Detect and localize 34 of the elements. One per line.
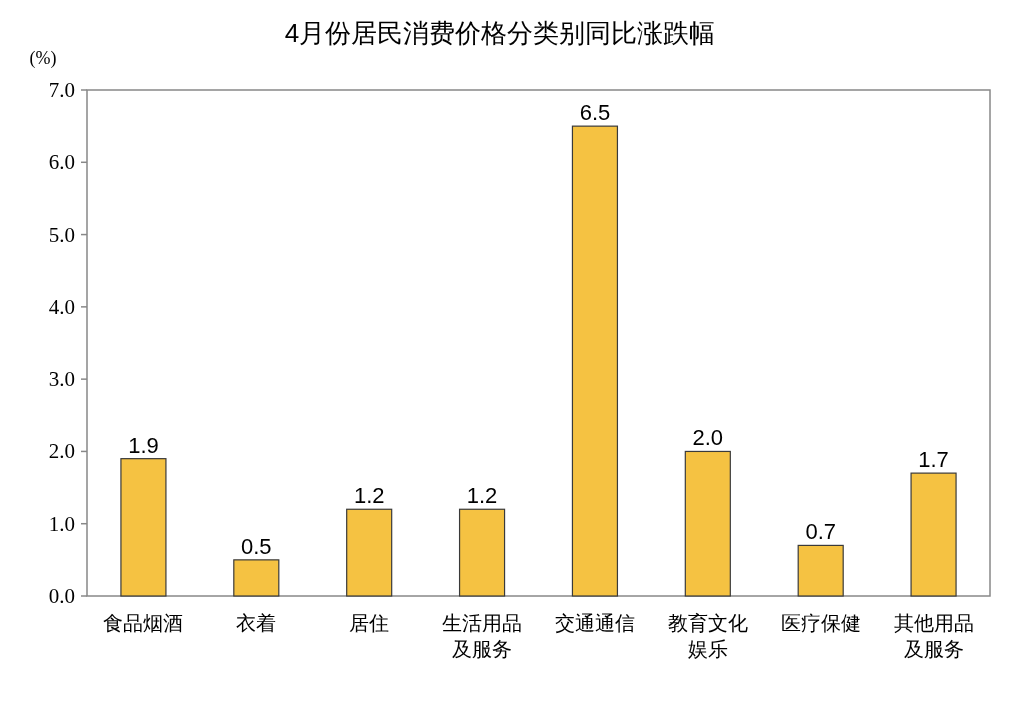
y-tick-label: 6.0	[48, 150, 75, 175]
bar	[797, 544, 844, 597]
y-axis-title: (%)	[29, 48, 57, 69]
bar	[233, 559, 280, 597]
bar	[910, 472, 957, 597]
x-tick-label: 教育文化娱乐	[667, 612, 748, 660]
bar	[346, 508, 393, 597]
data-label: 1.2	[353, 483, 385, 509]
x-tick-label: 交通通信	[554, 612, 635, 634]
data-label: 0.5	[241, 533, 272, 559]
y-tick-label: 4.0	[48, 294, 75, 319]
y-tick-label: 3.0	[48, 367, 75, 392]
bar	[571, 125, 619, 597]
bar	[458, 508, 506, 597]
bar	[120, 458, 167, 597]
data-label: 6.5	[579, 100, 611, 126]
data-label: 0.7	[805, 519, 836, 545]
y-tick-label: 5.0	[48, 222, 75, 247]
data-label: 1.2	[466, 483, 498, 509]
y-tick-label: 2.0	[48, 439, 75, 464]
x-tick-label: 其他用品及服务	[893, 612, 974, 660]
bar	[684, 450, 731, 597]
x-tick-label: 生活用品及服务	[442, 612, 523, 660]
x-tick-label: 居住	[349, 612, 390, 634]
y-tick-label: 7.0	[48, 78, 75, 102]
chart-title: 4月份居民消费价格分类别同比涨跌幅	[284, 18, 716, 48]
data-label: 2.0	[692, 425, 724, 451]
x-tick-label: 衣着	[236, 612, 277, 634]
x-tick-label: 医疗保健	[780, 612, 861, 634]
x-tick-label: 食品烟酒	[103, 612, 184, 634]
data-label: 1.9	[128, 432, 159, 458]
y-tick-label: 0.0	[48, 584, 75, 608]
y-tick-label: 1.0	[48, 511, 75, 536]
data-label: 1.7	[918, 447, 949, 473]
